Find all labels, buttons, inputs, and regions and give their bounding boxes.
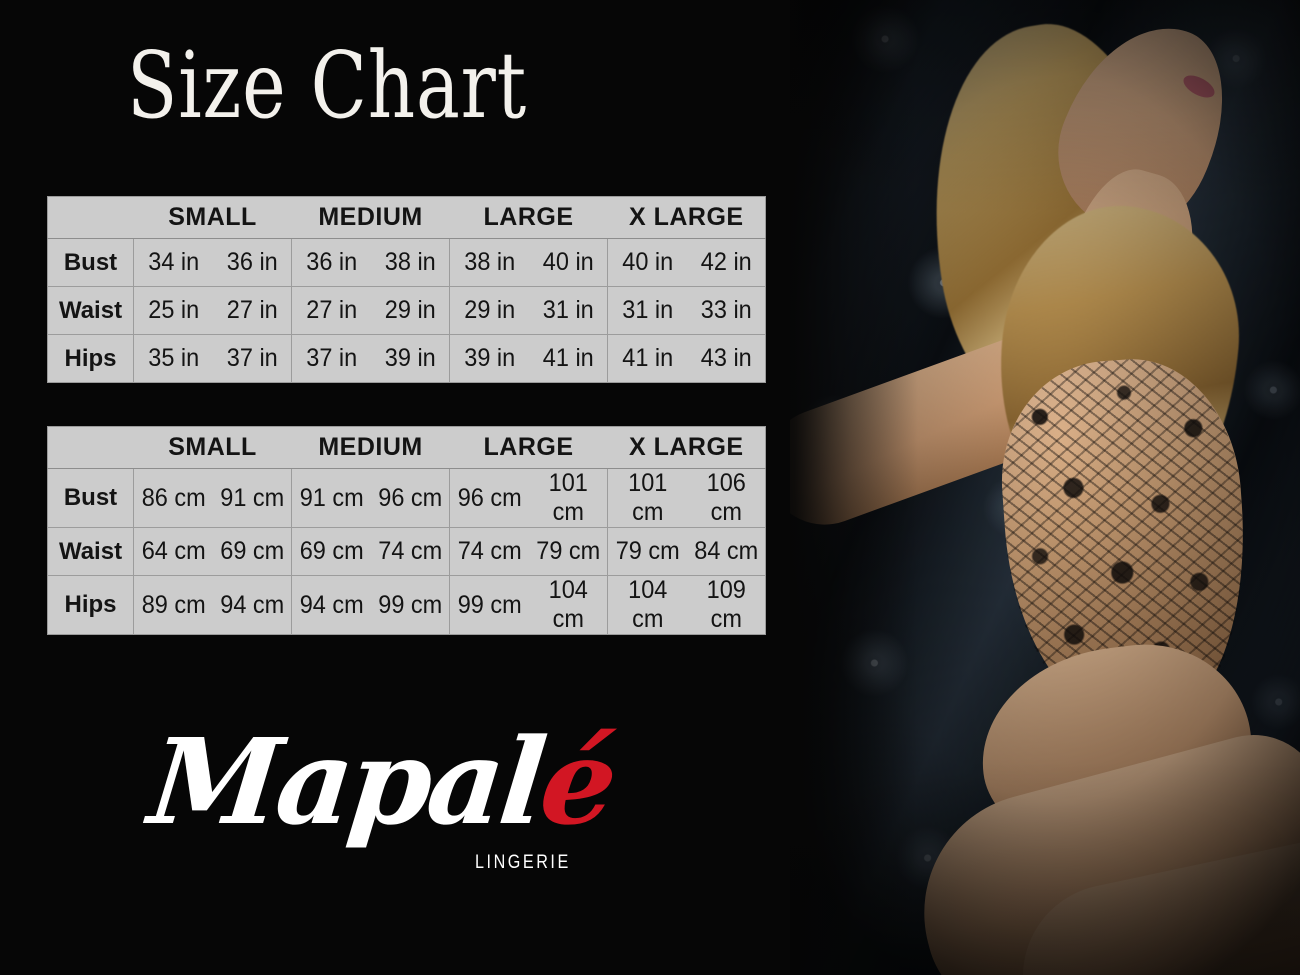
cell-hips-large-min: 39 in xyxy=(451,334,527,383)
cell-hips-small-min: 35 in xyxy=(135,334,211,383)
photo-left-fade xyxy=(768,0,918,975)
cell-hips-small-max: 37 in xyxy=(214,334,290,383)
model-photo xyxy=(768,0,1300,975)
table-row: Waist 25 in 27 in 27 in 29 in 29 in 31 i… xyxy=(47,286,766,335)
cell-waist-small-min: 25 in xyxy=(135,286,211,335)
header-corner xyxy=(47,196,134,239)
cell-bust-medium-max: 96 cm xyxy=(372,468,448,528)
brand-name: Mapalé xyxy=(142,712,628,862)
cell-bust-medium-min: 91 cm xyxy=(293,468,369,528)
cell-bust-large-min: 38 in xyxy=(451,238,527,287)
cell-hips-medium-max: 39 in xyxy=(372,334,448,383)
cell-waist-small-min: 64 cm xyxy=(135,527,211,576)
cell-waist-small-max: 69 cm xyxy=(214,527,290,576)
cell-waist-xlarge-min: 31 in xyxy=(609,286,685,335)
cell-waist-large-min: 74 cm xyxy=(451,527,527,576)
row-label-waist: Waist xyxy=(47,286,134,335)
cell-hips-xlarge-max: 109 cm xyxy=(688,575,764,635)
row-label-waist: Waist xyxy=(47,527,134,576)
cell-hips-medium-min: 37 in xyxy=(293,334,369,383)
cell-hips-xlarge-max: 43 in xyxy=(688,334,764,383)
cell-hips-small-max: 94 cm xyxy=(214,575,290,635)
brand-tagline: LINGERIE xyxy=(475,852,571,873)
cell-bust-large-max: 101 cm xyxy=(530,468,606,528)
cell-hips-large-min: 99 cm xyxy=(451,575,527,635)
cell-bust-large-max: 40 in xyxy=(530,238,606,287)
table-row: Bust 86 cm 91 cm 91 cm 96 cm 96 cm 101 c… xyxy=(47,468,766,528)
header-small: SMALL xyxy=(133,196,292,239)
cell-bust-large-min: 96 cm xyxy=(451,468,527,528)
cell-bust-xlarge-min: 40 in xyxy=(609,238,685,287)
table-row: Hips 35 in 37 in 37 in 39 in 39 in 41 in… xyxy=(47,334,766,383)
cell-bust-xlarge-min: 101 cm xyxy=(609,468,685,528)
cell-waist-large-max: 79 cm xyxy=(530,527,606,576)
chart-panel: Size Chart SMALL MEDIUM LARGE X LARGE Bu… xyxy=(47,32,767,902)
cell-bust-small-min: 34 in xyxy=(135,238,211,287)
cell-bust-small-max: 91 cm xyxy=(214,468,290,528)
cell-waist-large-max: 31 in xyxy=(530,286,606,335)
cell-bust-small-max: 36 in xyxy=(214,238,290,287)
cell-waist-medium-min: 27 in xyxy=(293,286,369,335)
table-row: Waist 64 cm 69 cm 69 cm 74 cm 74 cm 79 c… xyxy=(47,527,766,576)
row-label-bust: Bust xyxy=(47,238,134,287)
cell-waist-medium-min: 69 cm xyxy=(293,527,369,576)
cell-waist-xlarge-max: 33 in xyxy=(688,286,764,335)
cell-hips-small-min: 89 cm xyxy=(135,575,211,635)
header-x-large: X LARGE xyxy=(607,426,766,469)
cell-waist-large-min: 29 in xyxy=(451,286,527,335)
page-title: Size Chart xyxy=(126,32,528,139)
cell-waist-xlarge-min: 79 cm xyxy=(609,527,685,576)
cell-bust-xlarge-max: 42 in xyxy=(688,238,764,287)
header-large: LARGE xyxy=(449,426,608,469)
cell-waist-xlarge-max: 84 cm xyxy=(688,527,764,576)
brand-name-accent: é xyxy=(534,712,620,851)
cell-bust-small-min: 86 cm xyxy=(135,468,211,528)
brand-logo: Mapalé LINGERIE xyxy=(143,712,620,902)
cell-bust-xlarge-max: 106 cm xyxy=(688,468,764,528)
cell-waist-small-max: 27 in xyxy=(214,286,290,335)
header-corner xyxy=(47,426,134,469)
table-header-row: SMALL MEDIUM LARGE X LARGE xyxy=(47,426,766,469)
cell-hips-large-max: 41 in xyxy=(530,334,606,383)
header-small: SMALL xyxy=(133,426,292,469)
header-x-large: X LARGE xyxy=(607,196,766,239)
row-label-bust: Bust xyxy=(47,468,134,528)
cell-hips-large-max: 104 cm xyxy=(530,575,606,635)
header-medium: MEDIUM xyxy=(291,196,450,239)
size-table-inches: SMALL MEDIUM LARGE X LARGE Bust 34 in 36… xyxy=(47,196,767,383)
brand-name-base: Mapal xyxy=(143,712,549,851)
cell-bust-medium-min: 36 in xyxy=(293,238,369,287)
cell-waist-medium-max: 74 cm xyxy=(372,527,448,576)
cell-hips-xlarge-min: 104 cm xyxy=(609,575,685,635)
cell-hips-xlarge-min: 41 in xyxy=(609,334,685,383)
table-row: Bust 34 in 36 in 36 in 38 in 38 in 40 in… xyxy=(47,238,766,287)
table-row: Hips 89 cm 94 cm 94 cm 99 cm 99 cm 104 c… xyxy=(47,575,766,635)
header-medium: MEDIUM xyxy=(291,426,450,469)
cell-waist-medium-max: 29 in xyxy=(372,286,448,335)
cell-hips-medium-max: 99 cm xyxy=(372,575,448,635)
row-label-hips: Hips xyxy=(47,334,134,383)
cell-bust-medium-max: 38 in xyxy=(372,238,448,287)
header-large: LARGE xyxy=(449,196,608,239)
row-label-hips: Hips xyxy=(47,575,134,635)
cell-hips-medium-min: 94 cm xyxy=(293,575,369,635)
table-header-row: SMALL MEDIUM LARGE X LARGE xyxy=(47,196,766,239)
size-table-cm: SMALL MEDIUM LARGE X LARGE Bust 86 cm 91… xyxy=(47,426,767,635)
